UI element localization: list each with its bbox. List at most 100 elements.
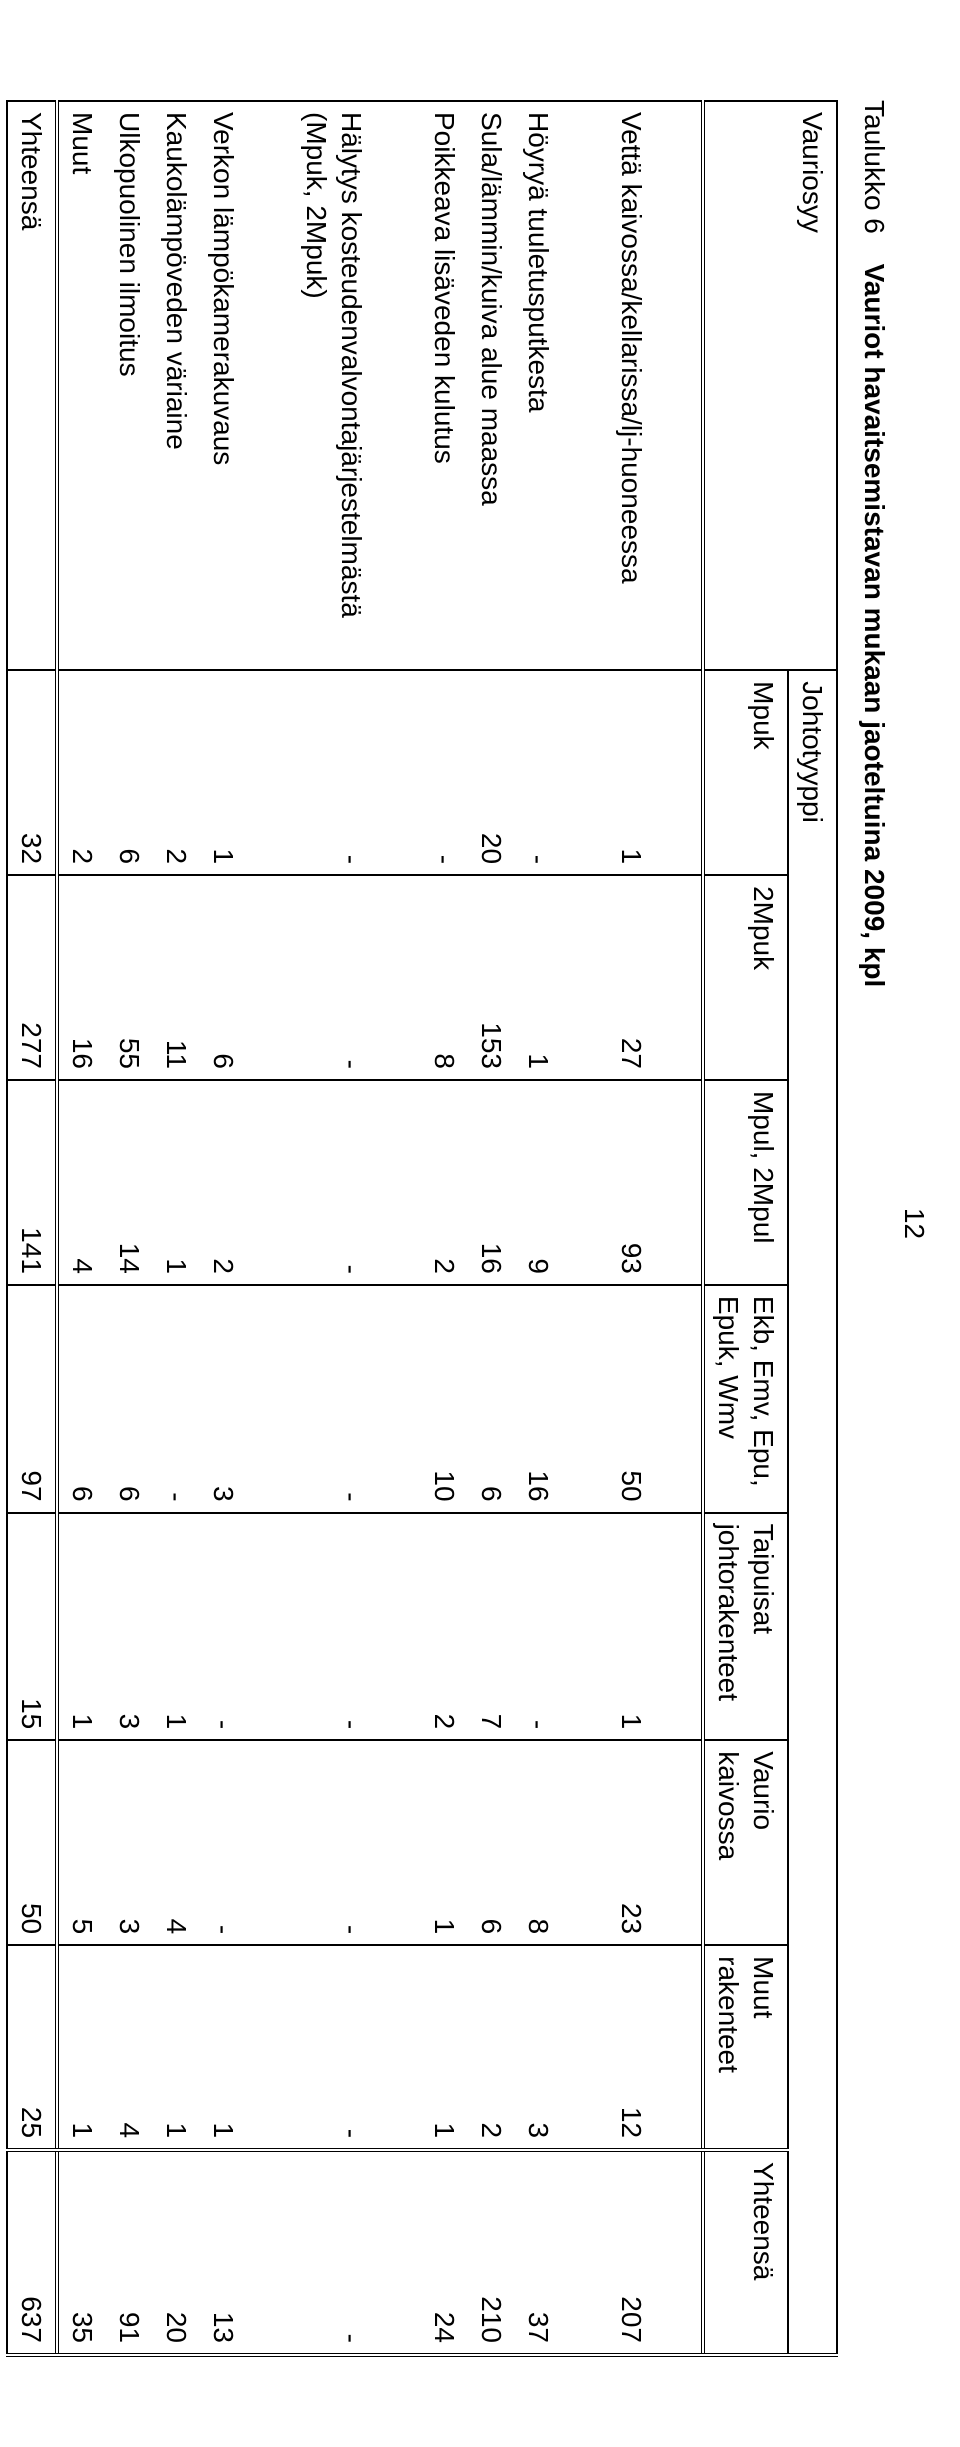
cell: 27 <box>608 875 655 1080</box>
row-header-label: Vauriosyy <box>703 101 837 670</box>
cell: 1 <box>153 1513 200 1741</box>
cell: 153 <box>468 875 515 1080</box>
footer-val-7: 637 <box>7 2150 57 2355</box>
cell: 2 <box>57 670 106 875</box>
cell: - <box>293 1740 375 1945</box>
row-label: Kaukolämpöveden väriaine <box>153 101 200 670</box>
cell: 14 <box>106 1080 153 1285</box>
cell: - <box>293 1945 375 2150</box>
cell: 35 <box>57 2150 106 2355</box>
column-group-header: Johtotyyppi <box>788 670 837 2355</box>
col-header-1: 2Mpuk <box>703 875 788 1080</box>
cell: 1 <box>57 1945 106 2150</box>
cell: 3 <box>106 1740 153 1945</box>
cell: 1 <box>57 1513 106 1741</box>
cell: 23 <box>608 1740 655 1945</box>
row-label: Hälytys kosteudenvalvontajärjestelmästä … <box>293 101 375 670</box>
footer-val-3: 97 <box>7 1285 57 1513</box>
page-number: 12 <box>898 0 930 2447</box>
footer-val-4: 15 <box>7 1513 57 1741</box>
col-header-4: Taipuisat johtorakenteet <box>703 1513 788 1741</box>
cell: 2 <box>468 1945 515 2150</box>
cell: 1 <box>200 670 247 875</box>
footer-val-6: 25 <box>7 1945 57 2150</box>
row-label: Muut <box>57 101 106 670</box>
cell: 91 <box>106 2150 153 2355</box>
cell: 5 <box>57 1740 106 1945</box>
cell: 3 <box>106 1513 153 1741</box>
cell: 37 <box>515 2150 562 2355</box>
cell: 4 <box>57 1080 106 1285</box>
cell: 1 <box>153 1080 200 1285</box>
footer-val-0: 32 <box>7 670 57 875</box>
cell: 12 <box>608 1945 655 2150</box>
cell: - <box>153 1285 200 1513</box>
cell: 8 <box>515 1740 562 1945</box>
cell: - <box>200 1513 247 1741</box>
col-header-6: Muut rakenteet <box>703 1945 788 2150</box>
page: 12 Taulukko 6 Vauriot havaitsemistavan m… <box>0 0 960 2447</box>
cell: 7 <box>468 1513 515 1741</box>
cell: 11 <box>153 875 200 1080</box>
cell: 207 <box>608 2150 655 2355</box>
col-header-3: Ekb, Emv, Epu, Epuk, Wmv <box>703 1285 788 1513</box>
cell: 6 <box>57 1285 106 1513</box>
row-label: Sula/lämmin/kuiva alue maassa <box>468 101 515 670</box>
cell: 1 <box>200 1945 247 2150</box>
data-table: Vauriosyy Johtotyyppi Mpuk 2Mpuk Mpul, 2… <box>6 100 838 2357</box>
cell: 3 <box>515 1945 562 2150</box>
row-label: Verkon lämpökamerakuvaus <box>200 101 247 670</box>
cell: 1 <box>421 1945 468 2150</box>
cell: - <box>200 1740 247 1945</box>
cell: 20 <box>153 2150 200 2355</box>
table-caption: Taulukko 6 Vauriot havaitsemistavan muka… <box>858 100 890 2357</box>
footer-val-1: 277 <box>7 875 57 1080</box>
footer-label: Yhteensä <box>7 101 57 670</box>
footer-val-2: 141 <box>7 1080 57 1285</box>
cell: 2 <box>421 1513 468 1741</box>
row-label: Höyryä tuuletusputkesta <box>515 101 562 670</box>
cell: - <box>293 670 375 875</box>
cell: 210 <box>468 2150 515 2355</box>
cell: - <box>293 1080 375 1285</box>
cell: 20 <box>468 670 515 875</box>
cell: 24 <box>421 2150 468 2355</box>
cell: 55 <box>106 875 153 1080</box>
cell: 10 <box>421 1285 468 1513</box>
cell: 4 <box>153 1740 200 1945</box>
cell: 16 <box>468 1080 515 1285</box>
cell: 6 <box>106 670 153 875</box>
cell: - <box>515 670 562 875</box>
cell: 8 <box>421 875 468 1080</box>
cell: 1 <box>515 875 562 1080</box>
cell: 6 <box>200 875 247 1080</box>
cell: 6 <box>106 1285 153 1513</box>
cell: 1 <box>153 1945 200 2150</box>
cell: 1 <box>608 670 655 875</box>
rotated-content: 12 Taulukko 6 Vauriot havaitsemistavan m… <box>0 0 960 2447</box>
cell: - <box>293 2150 375 2355</box>
footer-val-5: 50 <box>7 1740 57 1945</box>
col-header-5: Vaurio kaivossa <box>703 1740 788 1945</box>
cell: - <box>515 1513 562 1741</box>
cell: 4 <box>106 1945 153 2150</box>
caption-label: Taulukko 6 <box>859 100 890 256</box>
cell: 1 <box>421 1740 468 1945</box>
col-header-0: Mpuk <box>703 670 788 875</box>
col-header-2: Mpul, 2Mpul <box>703 1080 788 1285</box>
cell: 1 <box>608 1513 655 1741</box>
cell: 3 <box>200 1285 247 1513</box>
cell: 93 <box>608 1080 655 1285</box>
cell: 50 <box>608 1285 655 1513</box>
cell: 9 <box>515 1080 562 1285</box>
cell: - <box>293 1513 375 1741</box>
cell: 2 <box>200 1080 247 1285</box>
cell: 16 <box>515 1285 562 1513</box>
cell: 6 <box>468 1740 515 1945</box>
row-label: Poikkeava lisäveden kulutus <box>421 101 468 670</box>
cell: 16 <box>57 875 106 1080</box>
cell: 13 <box>200 2150 247 2355</box>
cell: - <box>293 1285 375 1513</box>
cell: - <box>421 670 468 875</box>
row-label: Vettä kaivossa/kellarissa/lj-huoneessa <box>608 101 655 670</box>
